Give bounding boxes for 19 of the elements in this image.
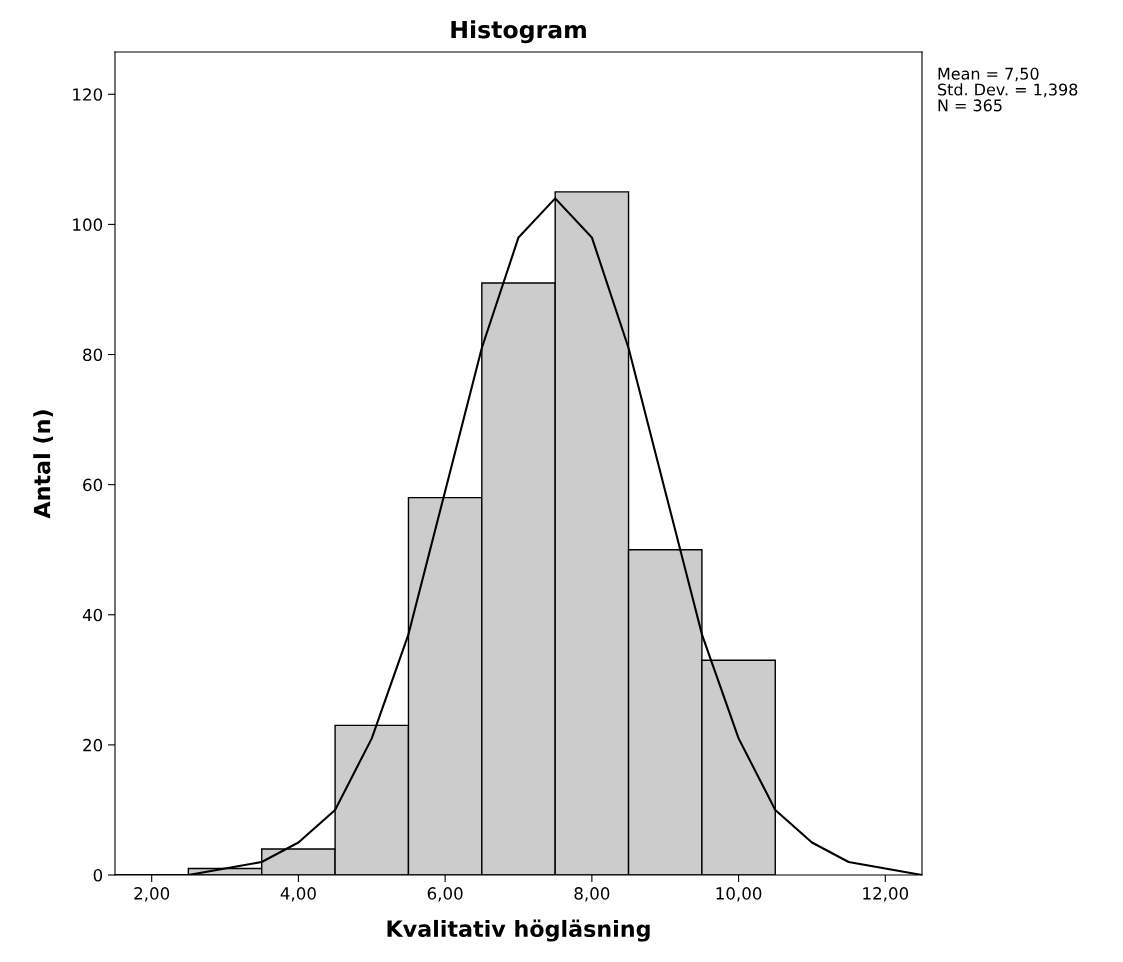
x-tick-label: 10,00 (716, 887, 762, 902)
text: Mean = 7,50 (938, 67, 1039, 82)
y-tick-label: 80 (83, 348, 103, 362)
x-tick-label: 8,00 (574, 887, 610, 902)
text: N = 365 (938, 99, 1002, 112)
y-axis-title: Antal (n) (33, 410, 54, 519)
y-tick-label: 40 (82, 608, 103, 622)
y-tick-label: 20 (83, 738, 103, 752)
x-tick-label: 12,00 (863, 887, 909, 902)
text: Std. Dev. = 1,398 (938, 83, 1078, 98)
chart-title: Histogram (451, 20, 586, 44)
x-axis-title: Kvalitativ högläsning (387, 919, 650, 942)
y-tick-label: 0 (93, 868, 103, 882)
y-tick-label: 60 (83, 478, 103, 492)
x-tick-label: 4,00 (280, 887, 316, 902)
y-tick-label: 100 (73, 218, 103, 231)
x-tick-label: 6,00 (427, 887, 463, 902)
x-tick-label: 2,00 (134, 887, 170, 902)
y-tick-label: 120 (73, 88, 103, 101)
